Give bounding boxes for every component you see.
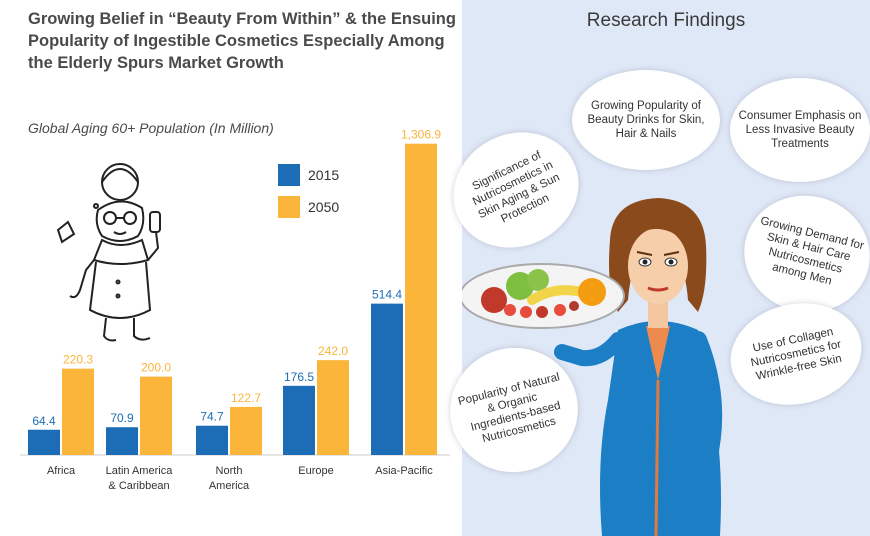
bars-group: 64.4 220.3 Africa 70.9 200.0 Latin America & C… — [28, 128, 441, 492]
bar-2015-1 — [106, 427, 138, 455]
research-title: Research Findings — [586, 10, 746, 31]
legend-item-2015: 2015 — [278, 164, 339, 186]
legend-swatch-2050 — [278, 196, 300, 218]
finding-text-5: Use of Collagen Nutricosmetics for Wrink… — [749, 325, 843, 383]
data-label-2015-1: 70.9 — [110, 411, 134, 425]
dress-shape — [600, 321, 721, 536]
bar-2050-2 — [230, 406, 262, 455]
category-label-2-0: North — [216, 465, 243, 477]
category-label-0-0: Africa — [47, 465, 76, 477]
infographic-title: Growing Belief in “Beauty From Within” &… — [28, 10, 456, 72]
chart-panel: Growing Belief in “Beauty From Within” &… — [20, 10, 456, 492]
bar-2015-2 — [196, 425, 228, 455]
face-shape — [628, 228, 688, 304]
data-label-2050-1: 200.0 — [141, 361, 171, 375]
finding-text-3: Significance of Nutricosmetics in Skin A… — [470, 149, 562, 226]
data-label-2015-2: 74.7 — [200, 410, 224, 424]
category-label-4-0: Asia-Pacific — [375, 465, 433, 477]
finding-text-1: Growing Popularity of Beauty Drinks for … — [587, 100, 705, 140]
bar-2050-0 — [62, 368, 94, 455]
data-label-2050-4: 1,306.9 — [401, 128, 441, 142]
legend-label-2050: 2050 — [308, 199, 340, 215]
category-label-2-1: America — [209, 480, 250, 492]
bar-2015-0 — [28, 429, 60, 455]
data-label-2015-4: 514.4 — [372, 288, 402, 302]
bar-2015-3 — [283, 385, 315, 455]
data-label-2015-0: 64.4 — [32, 414, 56, 428]
finding-text-2: Consumer Emphasis on Less Invasive Beaut… — [738, 110, 862, 150]
data-label-2050-3: 242.0 — [318, 344, 348, 358]
finding-text-6: Popularity of Natural & Organic Ingredie… — [456, 371, 562, 446]
finding-cloud-2: Consumer Emphasis on Less Invasive Beaut… — [730, 78, 870, 182]
finding-cloud-1: Growing Popularity of Beauty Drinks for … — [572, 70, 720, 170]
finding-text-4: Growing Demand for Skin & Hair Care Nutr… — [759, 214, 866, 288]
data-label-2015-3: 176.5 — [284, 370, 314, 384]
legend-label-2015: 2015 — [308, 167, 340, 183]
legend-item-2050: 2050 — [278, 196, 339, 218]
legend-swatch-2015 — [278, 164, 300, 186]
data-label-2050-0: 220.3 — [63, 353, 93, 367]
category-label-3-0: Europe — [298, 465, 333, 477]
bar-chart: 64.4 220.3 Africa 70.9 200.0 Latin America & C… — [20, 128, 450, 492]
chart-subtitle: Global Aging 60+ Population (In Million) — [28, 120, 274, 136]
bar-2015-4 — [371, 303, 403, 455]
hair-shape — [609, 198, 707, 312]
bar-2050-1 — [140, 376, 172, 455]
data-label-2050-2: 122.7 — [231, 391, 261, 405]
category-label-1-1: & Caribbean — [108, 480, 169, 492]
bar-2050-3 — [317, 360, 349, 455]
woman-illustration — [462, 198, 723, 536]
category-label-1-0: Latin America — [106, 465, 174, 477]
elderly-woman-illustration — [56, 163, 161, 342]
collar-shape — [646, 326, 670, 380]
research-panel: Research Findings Growing Popu — [433, 0, 870, 536]
bar-2050-4 — [405, 143, 437, 455]
